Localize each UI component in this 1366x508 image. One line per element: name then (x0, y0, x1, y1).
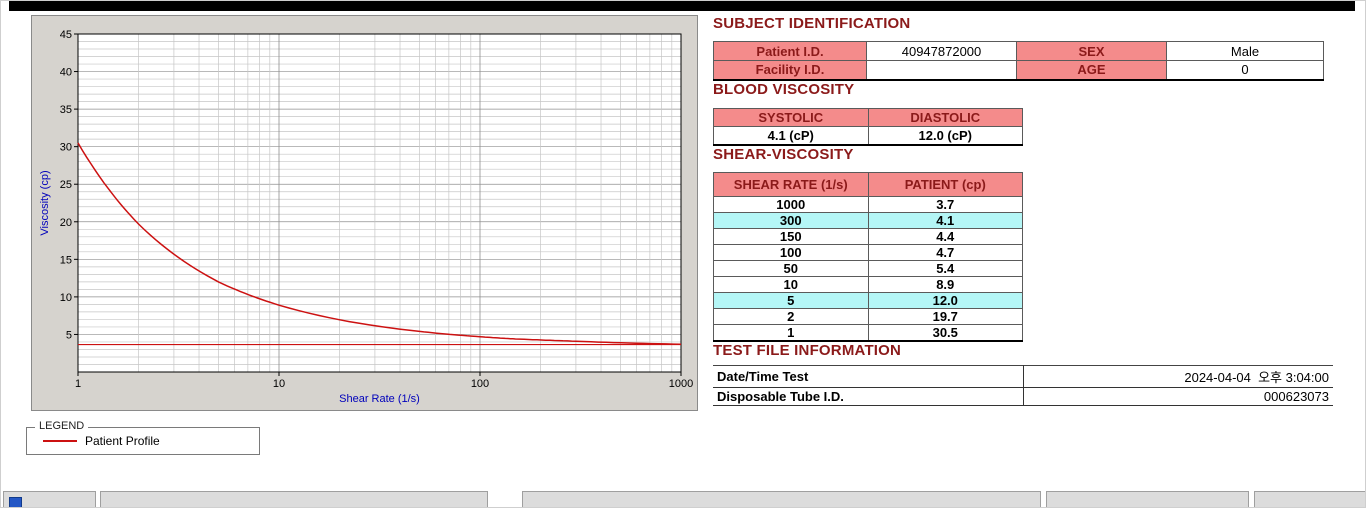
patient-viscosity-cell: 4.1 (867, 211, 1023, 229)
svg-text:Viscosity (cp): Viscosity (cp) (39, 170, 51, 235)
viscosity-chart: 5 10 15 20 25 30 35 40 45 1 10 100 1000 Shear Rate (1… (39, 29, 693, 405)
svg-text:100: 100 (471, 378, 489, 390)
test-file-information-title: TEST FILE INFORMATION (713, 341, 902, 359)
svg-text:1000: 1000 (669, 378, 693, 390)
svg-text:Shear Rate (1/s): Shear Rate (1/s) (339, 393, 420, 405)
table-row: SHEAR RATE (1/s) PATIENT (cp) (713, 171, 1023, 197)
patient-viscosity-cell: 4.7 (867, 243, 1023, 261)
chart-panel: 5 10 15 20 25 30 35 40 45 1 10 100 1000 Shear Rate (1… (31, 15, 698, 411)
diastolic-value: 12.0 (cP) (867, 125, 1023, 146)
background-window-edge[interactable] (1254, 491, 1365, 507)
shear-table-row: 1000 3.7 (713, 195, 1023, 213)
background-window-edge[interactable] (3, 491, 96, 507)
report-panel: SUBJECT IDENTIFICATION Patient I.D. 4094… (713, 15, 1335, 406)
legend-title: LEGEND (35, 420, 89, 432)
patient-profile-line-swatch (43, 440, 77, 442)
patient-viscosity-cell: 5.4 (867, 259, 1023, 277)
shear-table-row: 2 19.7 (713, 307, 1023, 325)
shear-rate-cell: 2 (713, 307, 869, 325)
background-window-edge[interactable] (100, 491, 488, 507)
blood-viscosity-title: BLOOD VISCOSITY (713, 80, 855, 98)
patient-id-label: Patient I.D. (713, 41, 867, 61)
legend-item-label: Patient Profile (85, 434, 160, 448)
svg-text:30: 30 (60, 142, 72, 154)
svg-text:10: 10 (60, 292, 72, 304)
svg-text:1: 1 (75, 378, 81, 390)
shear-table-body: 1000 3.7 300 4.1 150 4.4 100 4.7 50 5.4 … (713, 195, 1023, 342)
svg-text:10: 10 (273, 378, 285, 390)
shear-table-row: 10 8.9 (713, 275, 1023, 293)
background-window-edge[interactable] (1046, 491, 1249, 507)
shear-table-row: 300 4.1 (713, 211, 1023, 229)
svg-text:15: 15 (60, 254, 72, 266)
title-bar[interactable] (9, 1, 1355, 11)
patient-viscosity-cell: 30.5 (867, 323, 1023, 342)
patient-viscosity-cell: 4.4 (867, 227, 1023, 245)
age-value: 0 (1166, 60, 1324, 81)
shear-viscosity-table: SHEAR RATE (1/s) PATIENT (cp) 1000 3.7 3… (713, 171, 1023, 342)
disposable-tube-id-label: Disposable Tube I.D. (713, 387, 1024, 406)
age-label: AGE (1016, 60, 1167, 81)
date-time-test-value: 2024-04-04 오후 3:04:00 (1023, 365, 1333, 388)
diastolic-header: DIASTOLIC (867, 107, 1023, 127)
table-row: SYSTOLIC DIASTOLIC (713, 107, 1023, 127)
svg-text:45: 45 (60, 29, 72, 41)
subject-identification-title: SUBJECT IDENTIFICATION (713, 15, 911, 32)
shear-rate-cell: 1 (713, 323, 869, 342)
patient-viscosity-cell: 12.0 (867, 291, 1023, 309)
table-row: Patient I.D. 40947872000 SEX Male (713, 41, 1324, 61)
shear-table-row: 150 4.4 (713, 227, 1023, 245)
shear-rate-cell: 10 (713, 275, 869, 293)
svg-text:35: 35 (60, 104, 72, 116)
shear-rate-cell: 150 (713, 227, 869, 245)
facility-id-value (866, 60, 1017, 81)
shear-table-row: 1 30.5 (713, 323, 1023, 342)
legend-box: LEGEND Patient Profile (26, 420, 260, 455)
shear-table-row: 50 5.4 (713, 259, 1023, 277)
shear-rate-cell: 5 (713, 291, 869, 309)
sex-label: SEX (1016, 41, 1167, 61)
background-window-edge[interactable] (522, 491, 1041, 507)
background-windows-strip (1, 491, 1365, 507)
sex-value: Male (1166, 41, 1324, 61)
blood-viscosity-table: SYSTOLIC DIASTOLIC 4.1 (cP) 12.0 (cP) (713, 107, 1023, 146)
window-app-icon[interactable] (9, 497, 22, 507)
shear-rate-cell: 1000 (713, 195, 869, 213)
shear-rate-cell: 100 (713, 243, 869, 261)
test-file-information-table: Date/Time Test 2024-04-04 오후 3:04:00 Dis… (713, 364, 1333, 406)
table-row: 4.1 (cP) 12.0 (cP) (713, 125, 1023, 146)
systolic-value: 4.1 (cP) (713, 125, 869, 146)
patient-cp-header: PATIENT (cp) (867, 171, 1023, 197)
table-row: Date/Time Test 2024-04-04 오후 3:04:00 (713, 365, 1333, 388)
svg-text:40: 40 (60, 67, 72, 79)
svg-text:25: 25 (60, 179, 72, 191)
shear-rate-cell: 50 (713, 259, 869, 277)
svg-text:20: 20 (60, 217, 72, 229)
patient-viscosity-cell: 8.9 (867, 275, 1023, 293)
shear-rate-header: SHEAR RATE (1/s) (713, 171, 869, 197)
facility-id-label: Facility I.D. (713, 60, 867, 81)
date-time-test-label: Date/Time Test (713, 365, 1024, 388)
disposable-tube-id-value: 000623073 (1023, 387, 1333, 406)
shear-rate-cell: 300 (713, 211, 869, 229)
table-row: Disposable Tube I.D. 000623073 (713, 387, 1333, 406)
shear-table-row: 5 12.0 (713, 291, 1023, 309)
table-row: Facility I.D. AGE 0 (713, 60, 1324, 81)
subject-identification-table: Patient I.D. 40947872000 SEX Male Facili… (713, 41, 1324, 81)
patient-id-value: 40947872000 (866, 41, 1017, 61)
patient-viscosity-cell: 19.7 (867, 307, 1023, 325)
shear-viscosity-title: SHEAR-VISCOSITY (713, 145, 854, 163)
systolic-header: SYSTOLIC (713, 107, 869, 127)
patient-viscosity-cell: 3.7 (867, 195, 1023, 213)
shear-table-row: 100 4.7 (713, 243, 1023, 261)
svg-text:5: 5 (66, 329, 72, 341)
